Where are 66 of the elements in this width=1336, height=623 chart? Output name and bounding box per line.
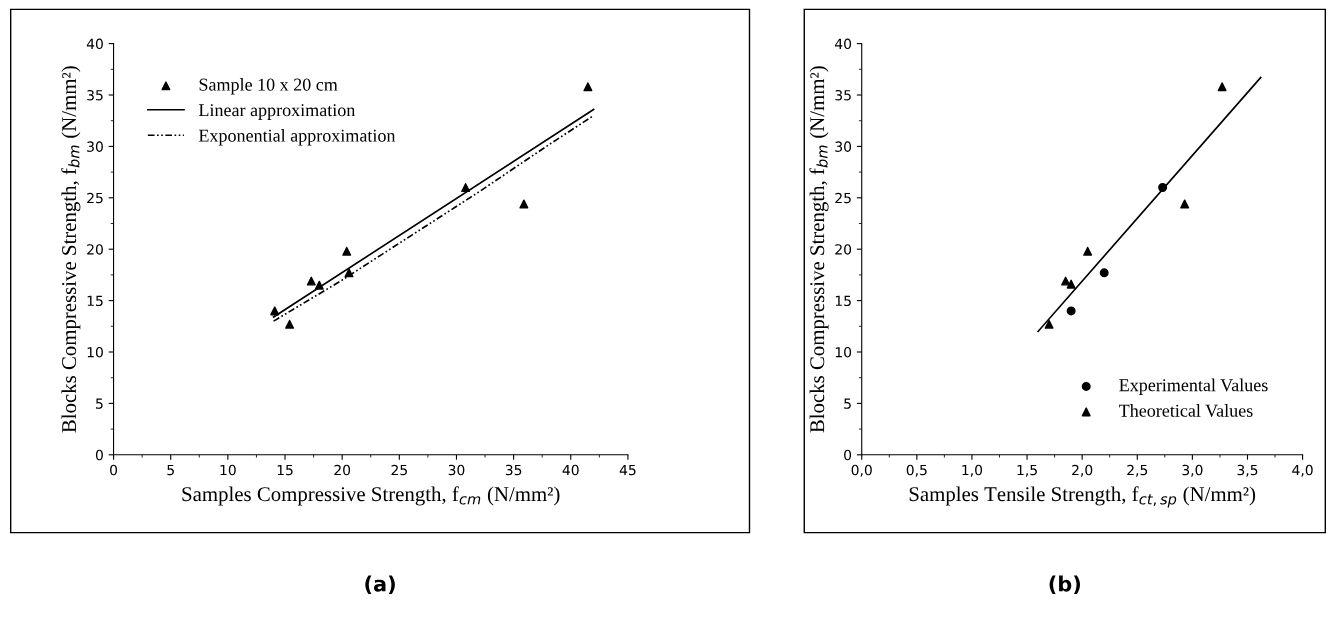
point [1044,319,1054,329]
point [342,246,352,256]
x-tick-label: 2,0 [1072,464,1093,477]
point [1061,276,1071,286]
y-axis-title: Blocks Compressive Strength, f$_{bm}$ (N/mm²) [61,66,81,433]
y-tick-label: 5 [96,398,103,409]
y-axis-title: Blocks Compressive Strength, f$_{bm}$ (N/mm²) [809,66,829,433]
point [461,183,471,193]
x-tick-label: 20 [334,464,351,476]
point [1066,279,1076,289]
point [519,199,529,209]
legend-label: Linear approximation [198,104,356,120]
legend-label: Sample 10 x 20 cm [199,78,338,95]
y-tick-label: 10 [835,346,852,358]
x-axis-title: Samples Tensile Strength, f$_{ct,sp}$ (N/mm²) [909,486,1256,508]
y-tick-label: 15 [835,295,851,307]
point [344,268,354,278]
legend-label: Theoretical Values [1119,404,1253,417]
y-tick-label: 30 [835,141,852,152]
x-tick-label: 10 [220,464,236,476]
y-tick-label: 15 [87,295,103,307]
point [1180,199,1190,209]
point [270,306,280,316]
x-tick-label: 15 [277,464,293,476]
y-tick-label: 40 [86,38,103,50]
point [1066,306,1076,316]
x-tick-label: 0,0 [851,464,872,477]
y-tick-label: 35 [87,89,103,101]
x-tick-label: 1,5 [1017,464,1037,477]
y-tick-label: 20 [87,244,103,255]
y-tick-label: 35 [835,89,851,101]
y-tick-label: 40 [835,38,852,50]
point [1217,82,1227,92]
point [1158,183,1168,193]
y-tick-label: 30 [87,141,103,152]
point [314,280,324,290]
x-tick-label: 35 [505,464,522,476]
x-tick-label: 3,0 [1182,464,1203,477]
x-tick-label: 25 [391,464,407,476]
point [1083,246,1093,256]
x-tick-label: 45 [619,464,636,476]
point [306,276,316,286]
y-tick-label: 25 [87,192,103,204]
y-tick-label: 0 [844,449,852,461]
y-tick-label: 5 [844,398,851,409]
x-axis-title: Samples Compressive Strength, f$_{cm}$ (N/mm²) [182,486,560,506]
x-tick-label: 4,0 [1292,464,1313,477]
x-tick-label: 0 [110,464,118,476]
text: (a) [365,575,395,595]
x-tick-label: 1,0 [962,464,983,477]
y-tick-label: 20 [835,244,852,255]
point [583,82,593,92]
point [285,319,295,329]
y-tick-label: 0 [95,449,103,461]
x-tick-label: 40 [562,464,579,476]
legend-label: Experimental Values [1119,378,1268,395]
text: (b) [1049,575,1080,595]
y-tick-label: 25 [835,192,851,204]
x-tick-label: 0,5 [906,464,927,477]
y-tick-label: 10 [87,346,103,358]
legend-label: Exponential approximation [198,129,396,146]
x-tick-label: 30 [448,464,465,476]
x-tick-label: 5 [167,464,174,476]
x-tick-label: 2,5 [1127,464,1148,477]
point [1099,268,1109,278]
x-tick-label: 3,5 [1237,464,1258,477]
